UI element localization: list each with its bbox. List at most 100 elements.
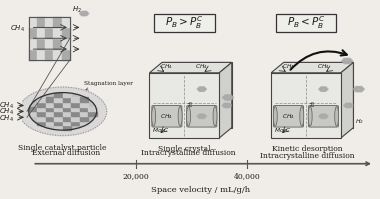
Circle shape — [202, 117, 205, 119]
Text: $H_2$: $H_2$ — [187, 100, 196, 107]
Circle shape — [228, 98, 232, 100]
Text: Intracrystalline diffusion: Intracrystalline diffusion — [260, 152, 355, 160]
Circle shape — [345, 106, 348, 108]
Circle shape — [320, 114, 327, 118]
Bar — [37, 102, 46, 107]
Bar — [63, 93, 71, 97]
FancyBboxPatch shape — [29, 17, 70, 60]
Circle shape — [222, 104, 225, 106]
Circle shape — [199, 90, 202, 92]
Text: $\mathit{P}_\mathit{B} > \mathit{P}_\mathit{B}^\mathit{C}$: $\mathit{P}_\mathit{B} > \mathit{P}_\mat… — [165, 14, 204, 31]
FancyBboxPatch shape — [308, 105, 339, 127]
Circle shape — [347, 62, 351, 64]
Circle shape — [347, 58, 351, 60]
Ellipse shape — [273, 106, 277, 126]
Bar — [29, 17, 37, 27]
Bar — [63, 102, 71, 107]
Ellipse shape — [308, 106, 312, 126]
Bar — [54, 49, 62, 60]
Bar — [63, 97, 71, 102]
Text: $CH_4$: $CH_4$ — [317, 62, 330, 71]
Bar — [63, 116, 71, 121]
Circle shape — [355, 86, 359, 88]
Text: $CH_4$: $CH_4$ — [282, 112, 295, 121]
Circle shape — [199, 114, 202, 116]
Text: $CH_4$: $CH_4$ — [282, 62, 295, 71]
Bar — [54, 116, 63, 121]
Bar — [80, 116, 88, 121]
Bar — [45, 27, 54, 38]
Circle shape — [230, 97, 234, 99]
Bar — [63, 121, 71, 125]
Polygon shape — [219, 62, 232, 138]
Bar — [54, 121, 63, 125]
Bar — [54, 27, 62, 38]
Circle shape — [81, 12, 88, 16]
Circle shape — [348, 106, 352, 108]
Circle shape — [344, 58, 347, 60]
Bar — [71, 121, 80, 125]
Ellipse shape — [187, 106, 190, 126]
Circle shape — [222, 97, 226, 99]
FancyBboxPatch shape — [149, 73, 219, 138]
Circle shape — [79, 13, 83, 15]
Text: $CH_4$: $CH_4$ — [10, 23, 25, 34]
Circle shape — [197, 88, 200, 90]
Circle shape — [320, 117, 323, 119]
Circle shape — [198, 87, 205, 91]
Text: $CH_4$: $CH_4$ — [160, 62, 173, 71]
Circle shape — [345, 103, 348, 105]
Text: 40,000: 40,000 — [234, 173, 260, 181]
Bar — [62, 49, 70, 60]
Circle shape — [320, 87, 323, 89]
Circle shape — [228, 95, 232, 97]
Circle shape — [359, 90, 363, 92]
Bar — [29, 111, 37, 116]
Circle shape — [323, 87, 326, 89]
Text: $CH_4$: $CH_4$ — [160, 112, 173, 121]
Circle shape — [223, 103, 230, 107]
Circle shape — [325, 88, 328, 90]
Circle shape — [320, 87, 327, 91]
Circle shape — [228, 104, 231, 106]
Bar — [46, 107, 54, 111]
Circle shape — [323, 90, 326, 92]
Circle shape — [226, 103, 230, 105]
Bar — [80, 97, 88, 102]
Circle shape — [319, 115, 322, 117]
Circle shape — [344, 62, 347, 64]
Circle shape — [343, 59, 352, 63]
Bar — [54, 17, 62, 27]
Bar — [88, 107, 97, 111]
Circle shape — [81, 11, 84, 13]
Bar — [37, 38, 45, 49]
Circle shape — [350, 104, 353, 106]
Bar — [45, 17, 54, 27]
Text: $CH_4$: $CH_4$ — [0, 107, 14, 117]
Polygon shape — [162, 62, 232, 128]
Text: Intracrystalline diffusion: Intracrystalline diffusion — [141, 149, 235, 157]
Circle shape — [224, 95, 228, 97]
Text: $CH_4$: $CH_4$ — [0, 114, 14, 124]
Bar — [62, 38, 70, 49]
FancyBboxPatch shape — [187, 105, 217, 127]
Bar — [37, 17, 45, 27]
Bar — [46, 116, 54, 121]
Ellipse shape — [335, 106, 339, 126]
Polygon shape — [283, 62, 353, 128]
Circle shape — [19, 87, 107, 136]
Circle shape — [353, 88, 357, 90]
Text: $H_2$: $H_2$ — [355, 117, 364, 126]
Circle shape — [345, 103, 352, 107]
Circle shape — [344, 104, 347, 106]
Polygon shape — [341, 62, 353, 138]
Bar — [37, 97, 46, 102]
Circle shape — [355, 90, 359, 92]
Bar — [71, 116, 80, 121]
Bar — [37, 121, 46, 125]
Circle shape — [86, 13, 89, 15]
Circle shape — [319, 88, 322, 90]
Circle shape — [323, 117, 326, 119]
Bar — [29, 27, 37, 38]
Circle shape — [224, 98, 228, 100]
